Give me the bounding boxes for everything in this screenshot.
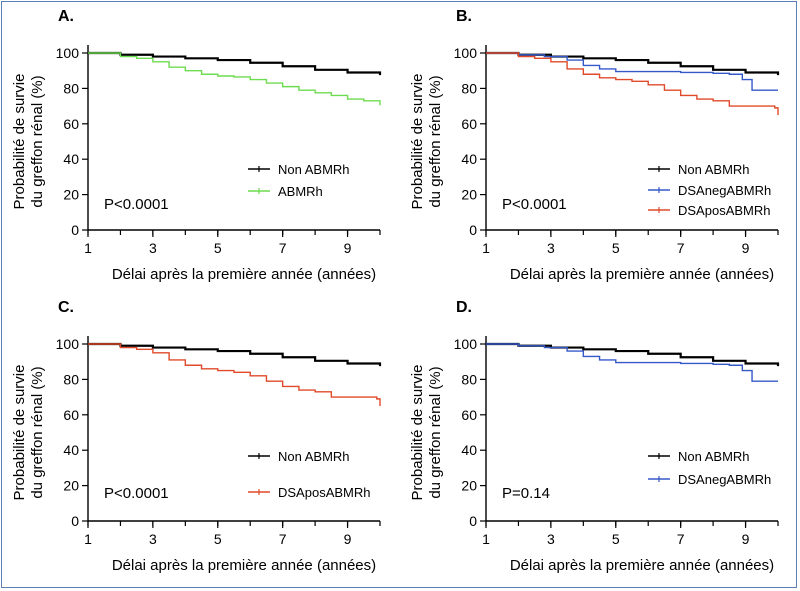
x-tick-label: 5 — [214, 240, 222, 256]
x-tick-label: 9 — [742, 240, 750, 256]
x-tick-label: 3 — [547, 531, 555, 547]
p-value: P=0.14 — [502, 485, 550, 502]
y-tick-label: 100 — [56, 45, 80, 61]
y-tick-label: 40 — [63, 151, 79, 167]
y-tick-label: 60 — [461, 116, 477, 132]
x-tick-label: 3 — [149, 531, 157, 547]
y-axis-label-line1: Probabilité de survie — [409, 365, 426, 501]
series-line-dsaposabmrh — [88, 343, 381, 406]
p-value: P<0.0001 — [104, 196, 169, 213]
x-tick-label: 9 — [344, 240, 352, 256]
y-tick-label: 40 — [461, 442, 477, 458]
y-tick-label: 0 — [469, 513, 477, 529]
y-axis-label-line1: Probabilité de survie — [409, 74, 426, 210]
panel-a: A. 0 20 40 60 80 100 1 3 5 7 9 Délai après la premiè… — [11, 8, 382, 283]
panel-b: B. 0 20 40 60 80 100 1 3 5 7 9 Délai après la premiè… — [409, 8, 780, 283]
legend-label: DSAnegABMRh — [678, 183, 771, 198]
panel-d: D. 0 20 40 60 80 100 1 3 5 7 9 Délai après la premiè… — [409, 299, 780, 574]
y-tick-label: 0 — [469, 222, 477, 238]
y-tick-label: 60 — [63, 407, 79, 423]
x-tick-label: 3 — [149, 240, 157, 256]
x-tick-label: 5 — [214, 531, 222, 547]
y-axis-label-line1: Probabilité de survie — [11, 74, 28, 210]
panel-c: C. 0 20 40 60 80 100 1 3 5 7 9 Délai après la premiè… — [11, 299, 382, 574]
y-axis-label-line2: du greffon rénal (%) — [427, 366, 444, 498]
y-axis-label-line2: du greffon rénal (%) — [29, 366, 46, 498]
p-value: P<0.0001 — [104, 485, 169, 502]
x-tick-label: 7 — [279, 240, 287, 256]
x-tick-label: 1 — [84, 240, 92, 256]
legend-label: DSAposABMRh — [278, 485, 370, 500]
legend-label: Non ABMRh — [678, 449, 750, 464]
x-tick-label: 5 — [612, 240, 620, 256]
x-tick-label: 7 — [677, 531, 685, 547]
y-tick-label: 100 — [454, 336, 478, 352]
y-tick-label: 100 — [56, 336, 80, 352]
y-axis-label-line2: du greffon rénal (%) — [29, 75, 46, 207]
x-tick-label: 7 — [279, 531, 287, 547]
y-tick-label: 40 — [63, 442, 79, 458]
panel-label: B. — [456, 8, 472, 25]
y-tick-label: 80 — [63, 371, 79, 387]
legend-label: DSAnegABMRh — [678, 472, 771, 487]
series-line-non-abmrh — [486, 51, 780, 76]
x-tick-label: 1 — [482, 531, 490, 547]
y-axis-label-line1: Probabilité de survie — [11, 365, 28, 501]
x-axis-label: Délai après la première année (années) — [510, 557, 774, 574]
x-axis-label: Délai après la première année (années) — [510, 266, 774, 283]
series-line-dsanegabmrh — [486, 52, 778, 91]
series-line-dsanegabmrh — [486, 343, 778, 382]
x-tick-label: 5 — [612, 531, 620, 547]
y-tick-label: 60 — [461, 407, 477, 423]
y-axis-label-line2: du greffon rénal (%) — [427, 75, 444, 207]
y-tick-label: 100 — [454, 45, 478, 61]
x-tick-label: 1 — [482, 240, 490, 256]
y-tick-label: 20 — [461, 478, 477, 494]
x-axis-label: Délai après la première année (années) — [112, 266, 376, 283]
series-line-non-abmrh — [486, 342, 780, 367]
series-line-non-abmrh — [88, 342, 382, 367]
y-tick-label: 60 — [63, 116, 79, 132]
y-tick-label: 20 — [461, 187, 477, 203]
legend-label: DSAposABMRh — [678, 203, 770, 218]
x-tick-label: 7 — [677, 240, 685, 256]
y-tick-label: 20 — [63, 187, 79, 203]
y-tick-label: 80 — [461, 80, 477, 96]
x-tick-label: 9 — [742, 531, 750, 547]
legend-label: Non ABMRh — [278, 162, 350, 177]
y-tick-label: 20 — [63, 478, 79, 494]
x-tick-label: 3 — [547, 240, 555, 256]
series-line-non-abmrh — [88, 51, 382, 76]
x-tick-label: 1 — [84, 531, 92, 547]
legend-label: ABMRh — [278, 184, 323, 199]
x-tick-label: 9 — [344, 531, 352, 547]
legend-label: Non ABMRh — [278, 449, 350, 464]
y-tick-label: 80 — [461, 371, 477, 387]
x-axis-label: Délai après la première année (années) — [112, 557, 376, 574]
series-line-dsaposabmrh — [486, 52, 779, 115]
series-line-abmrh — [88, 52, 381, 106]
y-tick-label: 0 — [71, 222, 79, 238]
p-value: P<0.0001 — [502, 196, 567, 213]
y-tick-label: 0 — [71, 513, 79, 529]
panel-label: C. — [58, 299, 74, 316]
panel-label: A. — [58, 8, 74, 25]
panel-label: D. — [456, 299, 472, 316]
y-tick-label: 40 — [461, 151, 477, 167]
legend-label: Non ABMRh — [678, 162, 750, 177]
y-tick-label: 80 — [63, 80, 79, 96]
